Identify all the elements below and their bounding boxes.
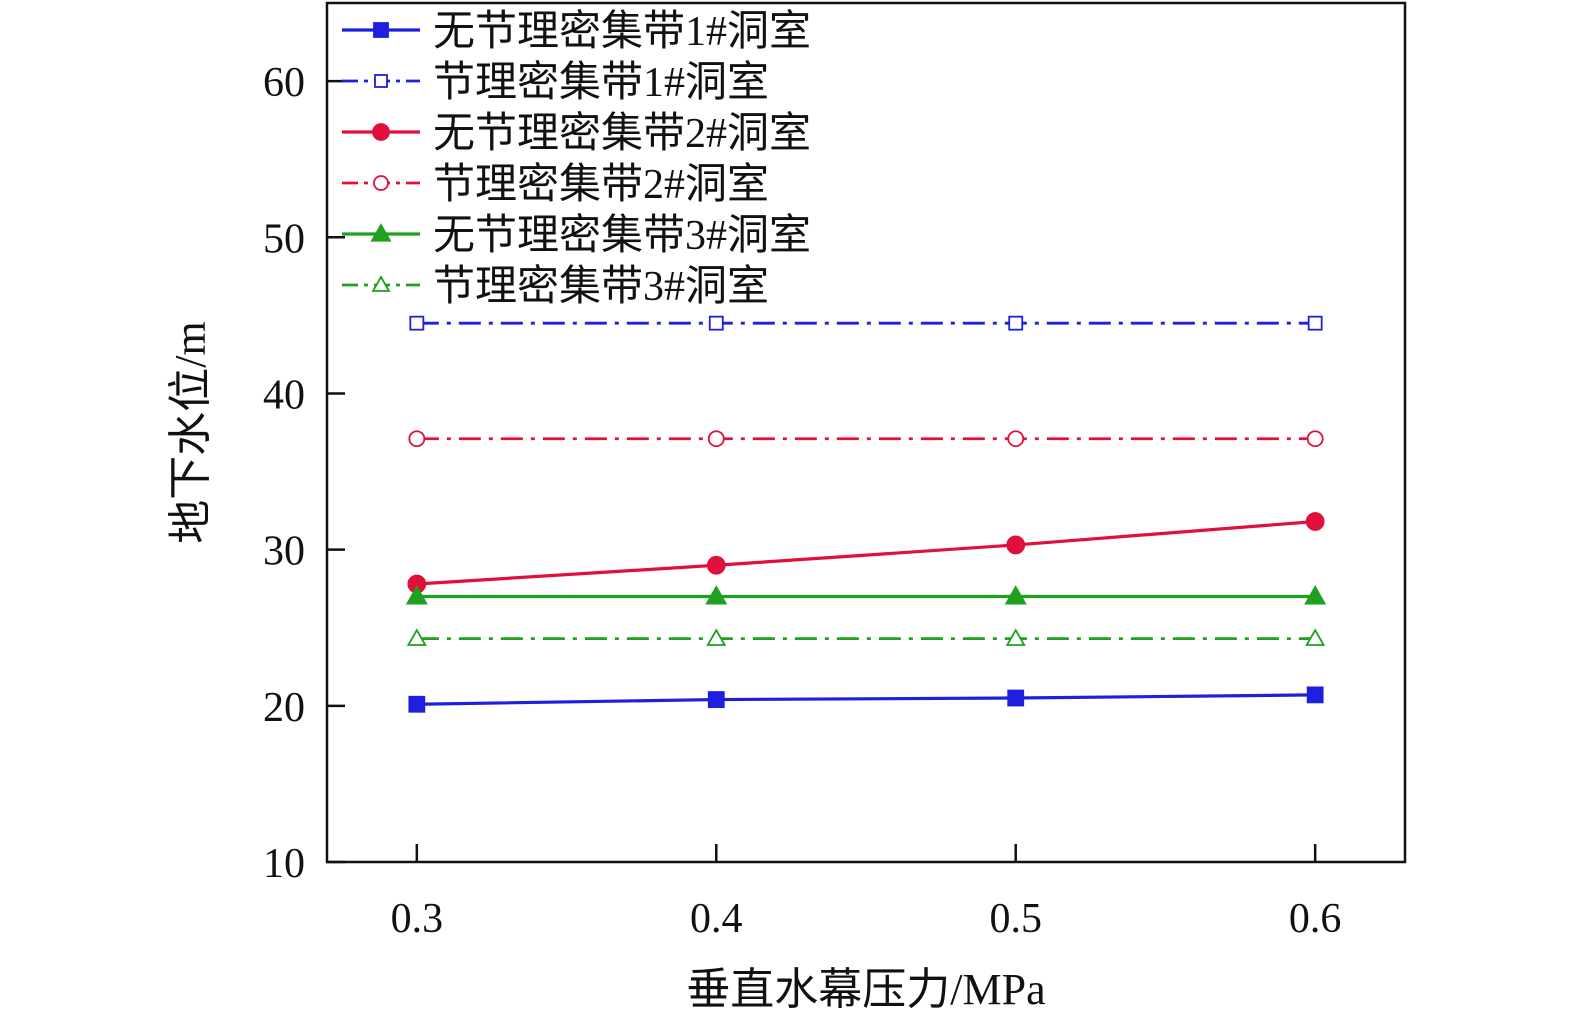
data-point [406,628,427,646]
data-point [1305,628,1326,646]
legend-marker [373,22,389,38]
data-point [1304,585,1327,605]
legend-item: 节理密集带2#洞室 [342,161,769,208]
series-5 [405,585,1327,605]
x-tick-label: 0.5 [989,896,1042,942]
series-layer [405,315,1327,713]
series-2 [409,315,1323,331]
legend-marker [372,123,390,141]
x-axis-title: 垂直水幕压力/MPa [686,965,1045,1014]
data-point [408,430,426,448]
data-point [1306,686,1324,704]
series-line [416,693,1316,706]
plot-frame [325,1,1407,864]
data-point [1305,512,1325,531]
legend-label: 无节理密集带3#洞室 [433,212,811,259]
series-4 [408,430,1324,448]
y-tick-label: 50 [263,216,305,262]
legend-label: 节理密集带2#洞室 [433,161,769,208]
y-tick-label: 20 [263,685,305,731]
data-point [707,691,725,708]
data-point [707,430,725,448]
legend-marker [373,175,389,191]
data-point [1306,430,1324,448]
y-tick-label: 10 [263,841,305,887]
legend-marker [371,275,391,292]
axes: 10 20 30 40 50 60 0.3 0.4 0.5 0.6 [263,60,1341,942]
data-point [408,695,426,713]
series-1 [408,686,1324,713]
series-3 [407,512,1325,594]
y-tick-label: 30 [263,529,305,575]
y-tick-label: 60 [263,60,305,106]
legend-item: 节理密集带3#洞室 [342,263,769,310]
data-point [1004,585,1027,605]
series-line [416,519,1316,586]
y-axis-title: 地下水位/m [166,321,215,543]
series-6 [406,628,1326,646]
legend-marker [370,223,392,242]
legend: 无节理密集带1#洞室节理密集带1#洞室无节理密集带2#洞室节理密集带2#洞室无节… [342,8,811,310]
legend-label: 节理密集带3#洞室 [433,263,769,310]
legend-item: 节理密集带1#洞室 [342,59,769,106]
data-point [405,585,428,605]
data-point [705,585,728,605]
data-point [706,555,726,575]
legend-item: 无节理密集带2#洞室 [342,110,811,157]
x-tick-label: 0.6 [1289,896,1342,942]
legend-label: 节理密集带1#洞室 [433,59,769,106]
legend-label: 无节理密集带2#洞室 [433,110,811,157]
data-point [708,315,724,331]
data-point [1007,689,1025,707]
data-point [706,628,727,646]
data-point [1006,535,1026,555]
data-point [409,315,425,331]
data-point [1008,315,1024,331]
legend-label: 无节理密集带1#洞室 [433,8,811,55]
legend-item: 无节理密集带3#洞室 [342,212,811,259]
y-tick-label: 40 [263,372,305,418]
legend-marker [374,74,388,88]
x-tick-label: 0.3 [391,896,444,942]
data-point [1005,628,1026,646]
data-point [1307,315,1323,331]
data-point [1007,430,1025,448]
legend-item: 无节理密集带1#洞室 [342,8,811,55]
x-tick-label: 0.4 [690,896,743,942]
